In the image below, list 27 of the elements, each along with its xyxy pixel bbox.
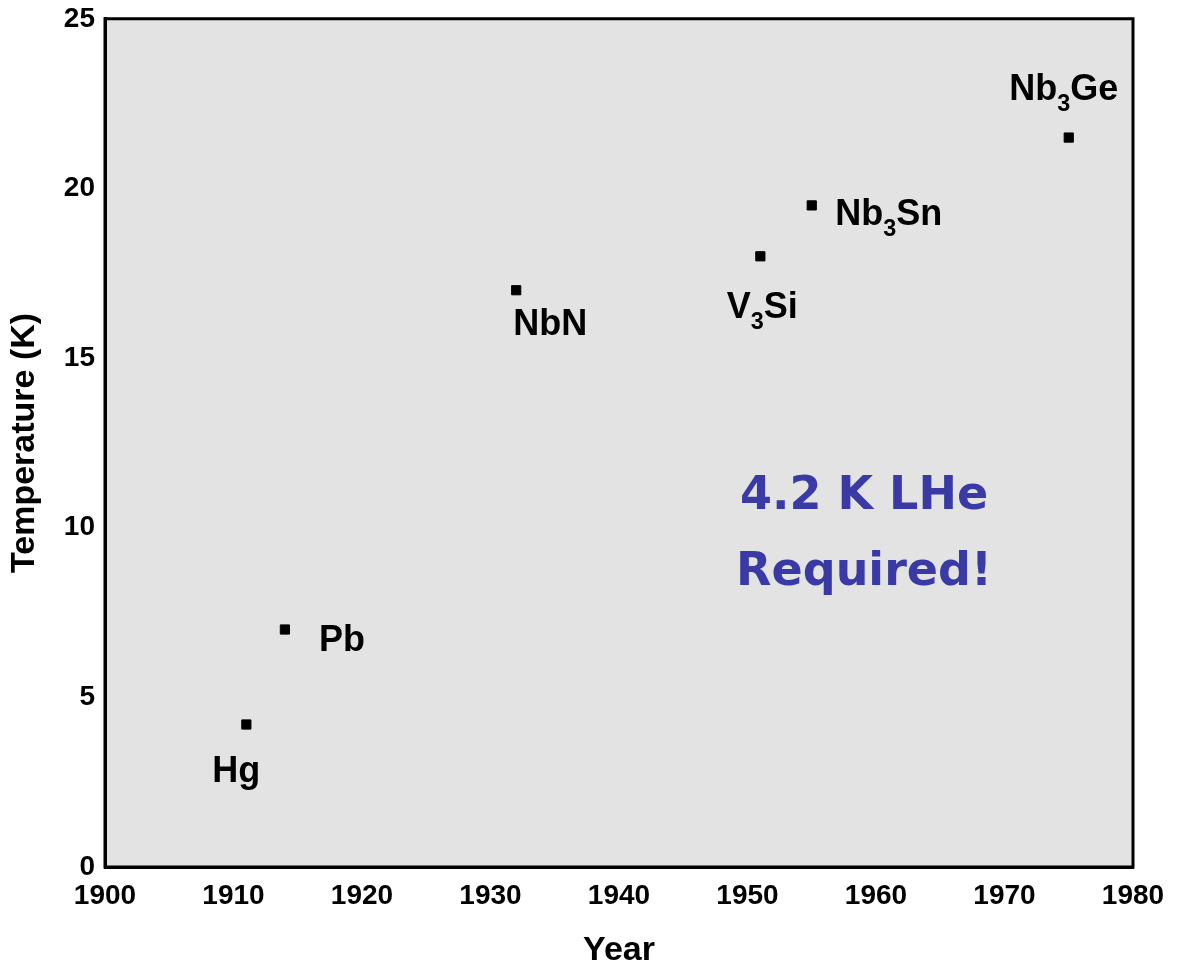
annotation: Hg xyxy=(212,749,261,791)
y-tick-label: 25 xyxy=(63,1,95,33)
y-tick-label: 0 xyxy=(79,849,95,881)
x-axis-title: Year xyxy=(583,928,655,967)
point xyxy=(755,251,766,262)
y-tick-label: 5 xyxy=(79,680,95,712)
y-tick-label: 10 xyxy=(63,510,95,542)
point xyxy=(806,200,817,211)
y-tick-label: 15 xyxy=(63,340,95,372)
x-tick-label: 1950 xyxy=(716,878,779,910)
x-tick-label: 1930 xyxy=(459,878,522,910)
annotation: 4.2 K LHe Required! xyxy=(736,465,992,596)
point xyxy=(279,624,290,635)
x-tick-label: 1920 xyxy=(330,878,394,910)
y-tick-label: 20 xyxy=(63,171,95,203)
point xyxy=(1063,132,1074,143)
annotation: Pb xyxy=(318,618,365,660)
x-tick-label: 1980 xyxy=(1101,878,1165,910)
x-tick-label: 1910 xyxy=(202,878,265,910)
x-tick-label: 1960 xyxy=(844,878,908,910)
x-tick-label: 1940 xyxy=(587,878,651,910)
annotation: NbN xyxy=(513,302,588,344)
y-axis-title: Temperature (K) xyxy=(2,312,41,573)
x-tick-label: 1900 xyxy=(73,878,137,910)
point xyxy=(241,719,252,730)
point xyxy=(511,285,522,296)
x-tick-label: 1970 xyxy=(973,878,1036,910)
